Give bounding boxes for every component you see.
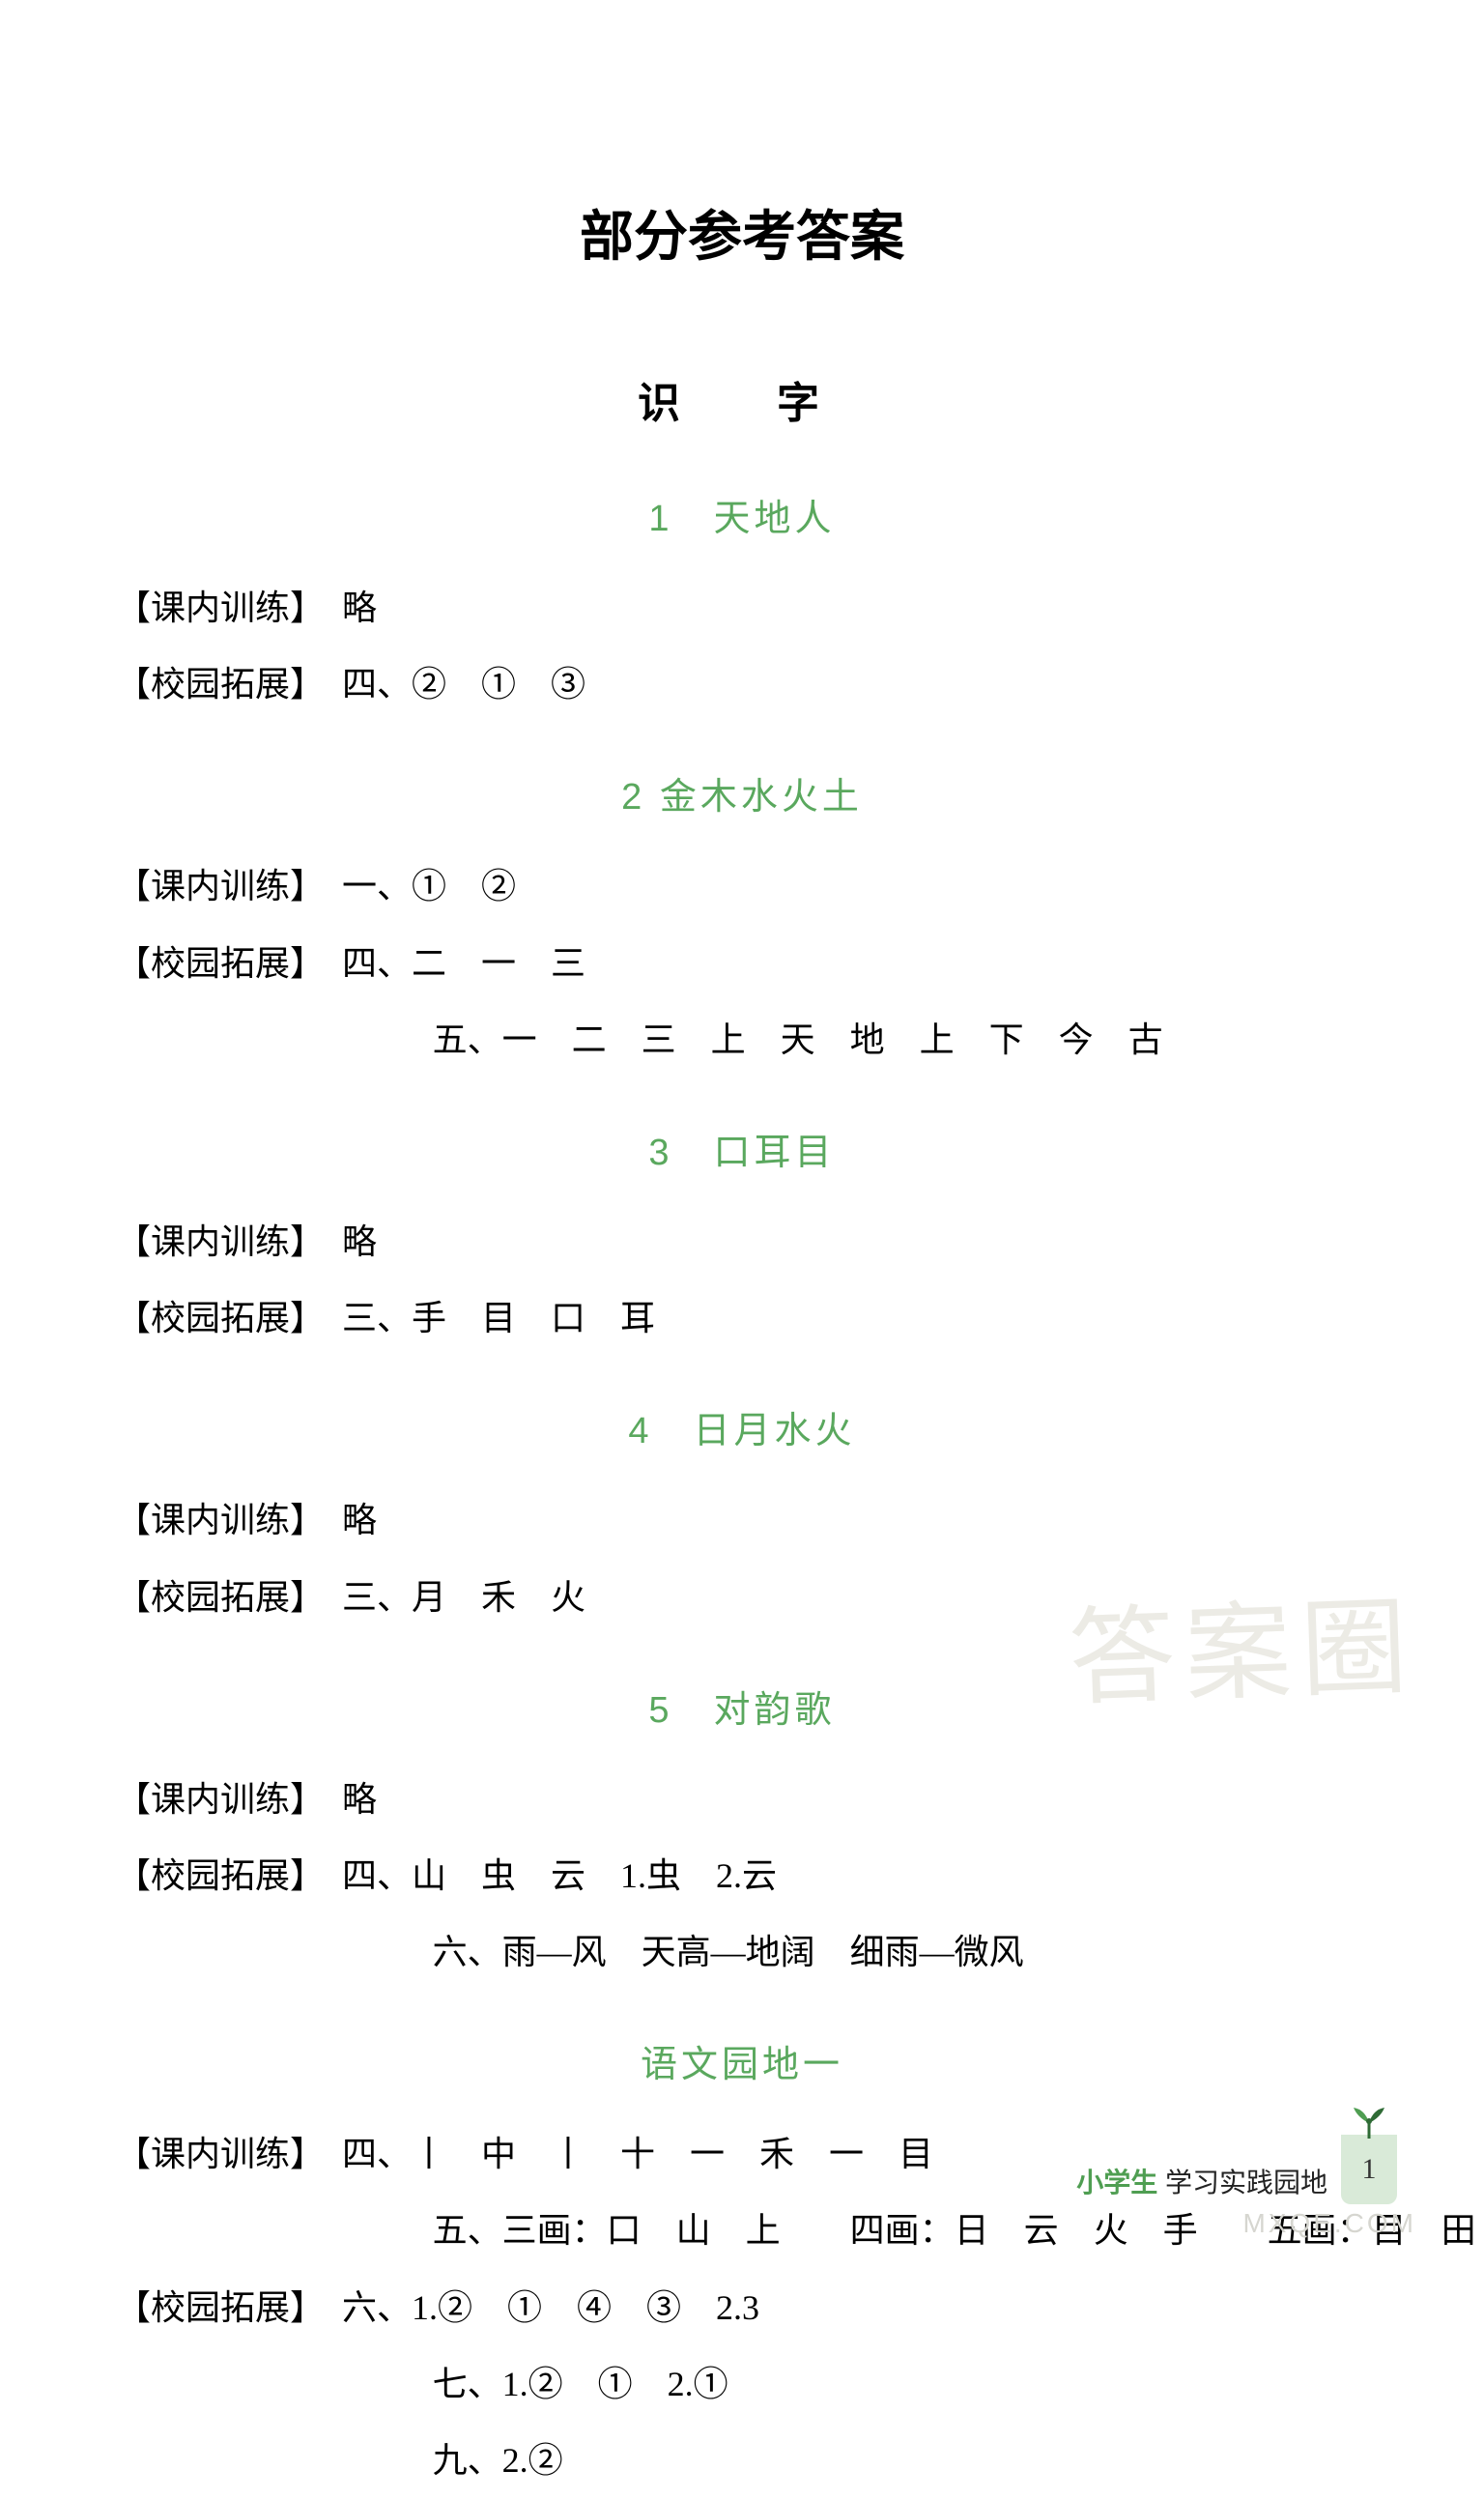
row-content: 四、丨 中 丨 十 一 禾 一 目 [307,2135,933,2173]
row-content: 七、1.② ① 2.① [116,2346,1368,2423]
page-number-box: 1 [1341,2135,1397,2204]
row-content: 一、① ② [307,867,516,905]
section-title: 5 对韵歌 [116,1680,1368,1733]
row-label: 【校园拓展】 [116,1856,307,1895]
row-content: 四、② ① ③ [307,665,585,704]
row-content: 略 [307,1780,377,1819]
section-title: 3 口耳目 [116,1122,1368,1175]
section-title: 语文园地一 [116,2034,1368,2087]
row-label: 【课内训练】 [116,1222,307,1261]
footer-black: 学习实践园地 [1157,2168,1327,2197]
row-content: 九、2.② [116,2423,1368,2499]
answer-row: 【校园拓展】 三、手 目 口 耳 [116,1280,1368,1357]
row-content: 略 [307,1501,377,1539]
answer-row: 九、2.② [116,2423,1368,2499]
row-content: 六、雨—风 天高—地阔 细雨—微风 [116,1914,1368,1991]
row-label: 【课内训练】 [116,867,307,905]
answer-row: 【课内训练】 略 [116,1762,1368,1838]
answer-row: 五、一 二 三 上 天 地 上 下 今 古 [116,1002,1368,1078]
row-content: 六、1.② ① ④ ③ 2.3 [307,2288,759,2327]
sprout-icon [1348,2106,1390,2139]
answer-row: 【课内训练】 一、① ② [116,848,1368,925]
row-content: 五、一 二 三 上 天 地 上 下 今 古 [116,1002,1368,1078]
section-title: 1 天地人 [116,488,1368,541]
footer-text: 小学生 学习实践园地 [1076,2162,1327,2200]
row-content: 四、二 一 三 [307,944,585,983]
row-content: 三、手 目 口 耳 [307,1299,655,1337]
row-label: 【校园拓展】 [116,2288,307,2327]
main-title: 部分参考答案 [116,193,1368,272]
row-content: 三、月 禾 火 [307,1578,585,1617]
row-label: 【课内训练】 [116,1780,307,1819]
footer-green: 小学生 [1076,2168,1157,2197]
sub-title: 识 字 [116,368,1368,430]
page-footer: 小学生 学习实践园地 1 [1076,2135,1397,2200]
row-label: 【校园拓展】 [116,665,307,704]
section-title: 4 日月水火 [116,1400,1368,1453]
row-label: 【校园拓展】 [116,1578,307,1617]
page-number: 1 [1362,2153,1377,2186]
row-content: 四、山 虫 云 1.虫 2.云 [307,1856,777,1895]
row-content: 略 [307,1222,377,1261]
row-label: 【课内训练】 [116,1501,307,1539]
section-title: 2 金木水火土 [116,766,1368,819]
answer-row: 【课内训练】 略 [116,1204,1368,1280]
row-label: 【课内训练】 [116,2135,307,2173]
answer-row: 六、雨—风 天高—地阔 细雨—微风 [116,1914,1368,1991]
answer-row: 七、1.② ① 2.① [116,2346,1368,2423]
row-label: 【校园拓展】 [116,1299,307,1337]
row-label: 【校园拓展】 [116,944,307,983]
answer-row: 【校园拓展】 三、月 禾 火 [116,1560,1368,1636]
answer-row: 【课内训练】 略 [116,570,1368,646]
answer-row: 【校园拓展】 四、② ① ③ [116,646,1368,723]
row-label: 【课内训练】 [116,589,307,627]
answer-row: 【校园拓展】 六、1.② ① ④ ③ 2.3 [116,2270,1368,2346]
page-container: 部分参考答案 识 字 1 天地人【课内训练】 略【校园拓展】 四、② ① ③2 … [0,0,1484,2499]
answer-row: 【校园拓展】 四、山 虫 云 1.虫 2.云 [116,1838,1368,1914]
answer-row: 【校园拓展】 四、二 一 三 [116,926,1368,1002]
answer-row: 【课内训练】 略 [116,1482,1368,1559]
row-content: 略 [307,589,377,627]
